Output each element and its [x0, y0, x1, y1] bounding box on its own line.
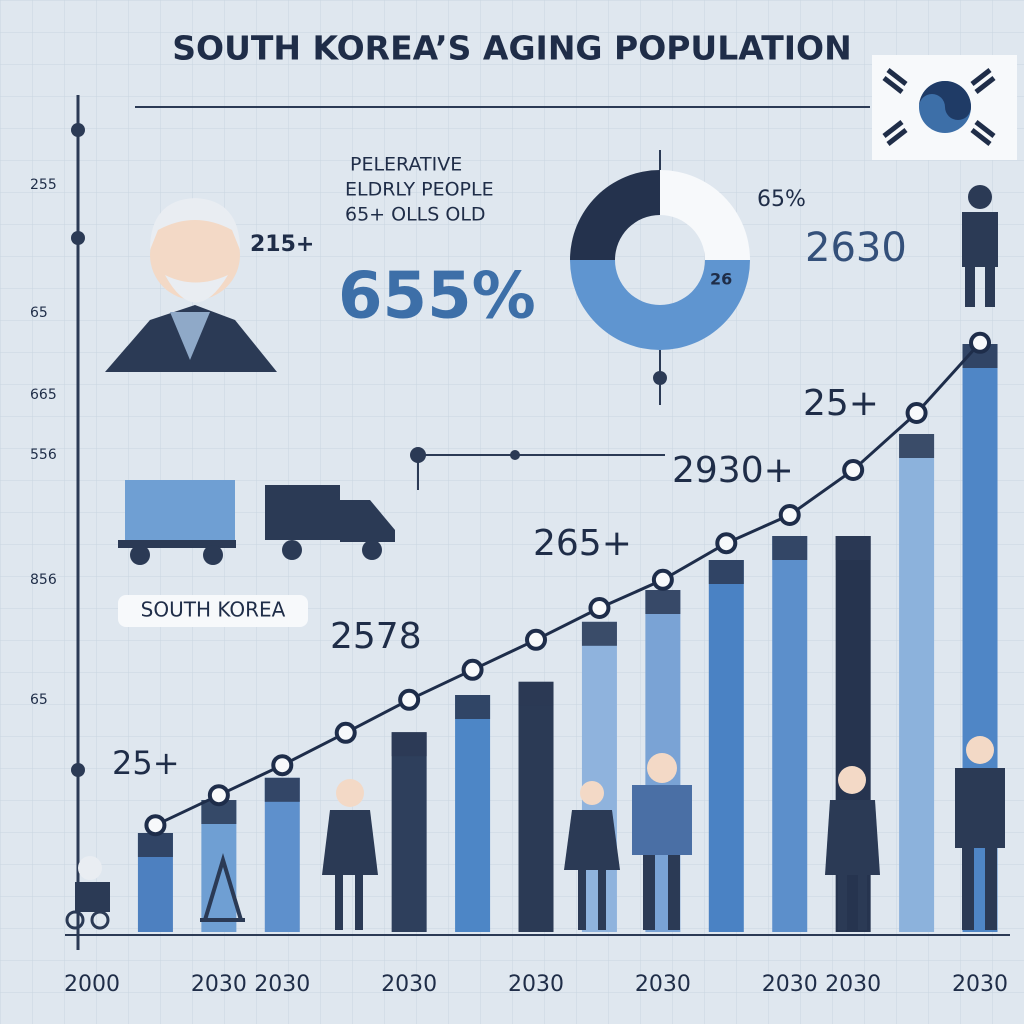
x-tick-label: 2030	[381, 972, 437, 997]
trend-point	[334, 721, 357, 744]
annotation: 2930+	[672, 450, 794, 491]
cart-icon	[118, 480, 236, 565]
bar-cap	[264, 777, 300, 802]
bar	[264, 777, 300, 932]
annotation: PELERATIVE	[350, 154, 462, 176]
bar-cap	[518, 681, 554, 706]
trend-point	[398, 688, 421, 711]
trend-point	[842, 459, 865, 481]
x-tick-label: 2030	[635, 972, 691, 997]
trend-point	[207, 784, 230, 807]
trend-point	[271, 754, 294, 777]
annotation: 2630	[805, 225, 907, 271]
trend-point	[715, 532, 738, 555]
bar-cap	[645, 590, 681, 614]
people-icons	[65, 185, 1005, 930]
annotation: 655%	[338, 260, 536, 334]
bar	[518, 681, 554, 932]
bar	[708, 560, 744, 932]
x-tick-label: 2030	[508, 972, 564, 997]
trend-point	[461, 658, 484, 681]
bar-cap	[899, 434, 935, 458]
trend-point	[778, 504, 801, 526]
annotation: 665	[30, 387, 57, 403]
trend-point	[905, 402, 928, 424]
label-pill	[118, 595, 308, 627]
connector-dot	[410, 447, 426, 463]
trend-line	[154, 341, 982, 827]
donut	[570, 150, 750, 405]
x-tick-label: 2030	[762, 972, 818, 997]
bar-cap	[391, 732, 427, 757]
annotation: 25+	[112, 744, 180, 782]
bar-cap	[708, 560, 744, 584]
annotation: ELDRLY PEOPLE	[345, 179, 494, 201]
axis-dot	[71, 763, 85, 777]
axis-dot	[71, 231, 85, 245]
trend-point	[651, 568, 674, 591]
annotation: 255	[30, 177, 57, 193]
annotation: 556	[30, 447, 57, 463]
annotation: 65+ OLLS OLD	[345, 204, 486, 226]
annotation: 25+	[803, 383, 879, 424]
bar	[772, 536, 808, 932]
elder-icon	[105, 198, 277, 372]
x-tick-label: 2030	[254, 972, 310, 997]
x-tick-label: 2000	[64, 972, 120, 997]
x-tick-label: 2030	[191, 972, 247, 997]
x-tick-label: 2030	[825, 972, 881, 997]
truck-icon	[265, 485, 395, 560]
annotation: 2578	[330, 616, 422, 657]
bar-cap	[137, 833, 173, 857]
annotation: SOUTH KOREA	[141, 598, 286, 622]
annotation: 265+	[533, 523, 632, 564]
bar-cap	[772, 536, 808, 560]
annotation: 26	[710, 270, 732, 289]
x-tick-label: 2030	[952, 972, 1008, 997]
bar	[455, 695, 491, 932]
bar-cap	[455, 695, 491, 719]
annotation: 65	[30, 305, 48, 321]
annotation: 215+	[250, 232, 314, 257]
annotation: 65%	[757, 187, 806, 212]
flag	[872, 55, 1017, 160]
annotation: 65	[30, 692, 48, 708]
trend-point	[144, 814, 167, 837]
annotation: 856	[30, 572, 57, 588]
connector-dot	[510, 450, 520, 460]
trend-point	[588, 597, 611, 619]
bar-cap	[835, 536, 871, 560]
chart-title: SOUTH KOREA’S AGING POPULATION	[172, 29, 851, 68]
trend-point	[969, 331, 992, 354]
bar-cap	[581, 621, 617, 646]
axis-dot	[71, 123, 85, 137]
bar	[899, 434, 935, 932]
trend-point	[525, 628, 548, 651]
bar	[391, 732, 427, 932]
